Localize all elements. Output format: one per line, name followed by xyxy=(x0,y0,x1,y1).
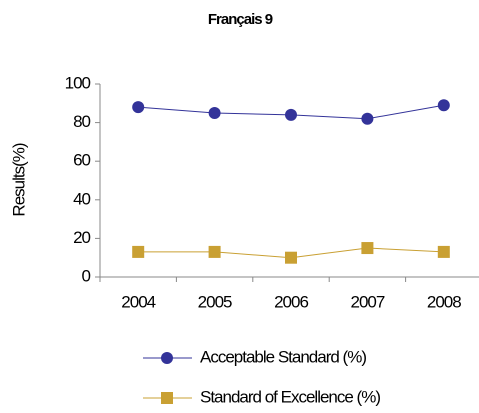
chart-title: Français 9 xyxy=(208,11,273,28)
data-point xyxy=(361,242,374,255)
x-tick-label: 2007 xyxy=(350,292,384,311)
data-point xyxy=(285,251,297,264)
data-point xyxy=(208,245,221,258)
legend-marker xyxy=(161,392,173,404)
x-tick-label: 2005 xyxy=(198,292,232,311)
y-tick-label: 100 xyxy=(65,73,91,92)
y-tick-label: 80 xyxy=(73,112,90,131)
y-tick-label: 40 xyxy=(73,189,90,208)
data-point xyxy=(437,99,450,112)
x-tick-label: 2008 xyxy=(427,292,461,311)
legend-label: Standard of Excellence (%) xyxy=(200,387,380,406)
data-point xyxy=(208,106,221,119)
data-point xyxy=(285,108,297,121)
y-axis-label: Results(%) xyxy=(9,143,28,216)
data-point xyxy=(132,245,145,258)
data-point xyxy=(437,245,450,258)
y-tick-label: 60 xyxy=(73,151,90,170)
y-tick-label: 20 xyxy=(73,228,90,247)
x-tick-label: 2004 xyxy=(121,292,155,311)
legend-label: Acceptable Standard (%) xyxy=(200,347,366,366)
data-point xyxy=(132,101,145,114)
data-point xyxy=(361,112,374,125)
y-tick-label: 0 xyxy=(82,266,91,285)
legend-marker xyxy=(161,352,173,364)
x-tick-label: 2006 xyxy=(274,292,308,311)
